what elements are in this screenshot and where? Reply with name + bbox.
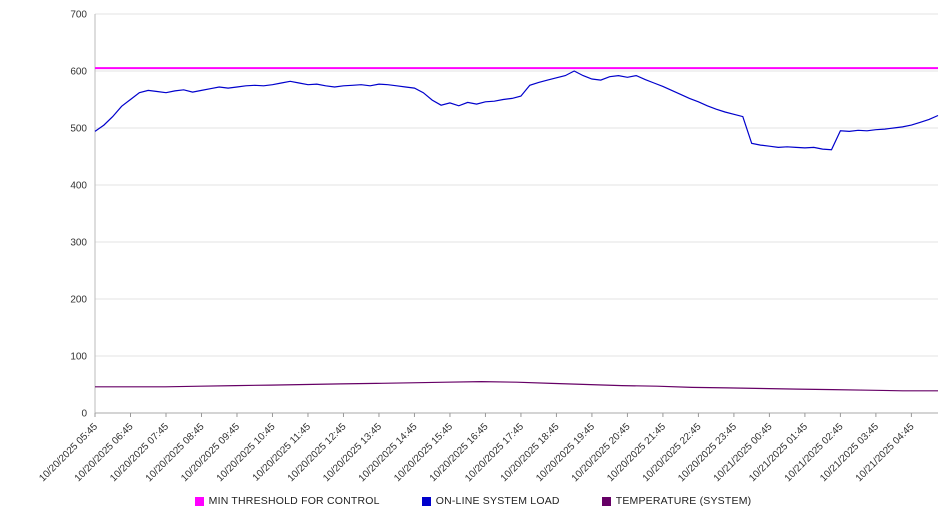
legend-label: MIN THRESHOLD FOR CONTROL [208,495,380,507]
y-tick-label: 0 [81,409,87,420]
legend-label: TEMPERATURE (SYSTEM) [615,495,752,507]
series-line [95,380,938,392]
y-tick-label: 400 [70,181,87,192]
legend-swatch-icon [601,496,611,506]
legend-item: TEMPERATURE (SYSTEM) [601,495,752,507]
legend-label: ON-LINE SYSTEM LOAD [435,495,560,507]
y-tick-label: 300 [70,238,87,249]
legend-swatch-icon [421,496,431,506]
y-tick-label: 700 [70,10,87,21]
chart-legend: MIN THRESHOLD FOR CONTROL ON-LINE SYSTEM … [0,492,946,510]
y-tick-label: 100 [70,352,87,363]
legend-item: MIN THRESHOLD FOR CONTROL [194,495,380,507]
series-line [94,70,939,151]
legend-swatch-icon [194,496,204,506]
y-tick-label: 500 [70,124,87,135]
x-tick-label: 10/20/2025 05:45 [37,421,100,484]
y-tick-label: 200 [70,295,87,306]
legend-item: ON-LINE SYSTEM LOAD [421,495,560,507]
y-tick-label: 600 [70,67,87,78]
